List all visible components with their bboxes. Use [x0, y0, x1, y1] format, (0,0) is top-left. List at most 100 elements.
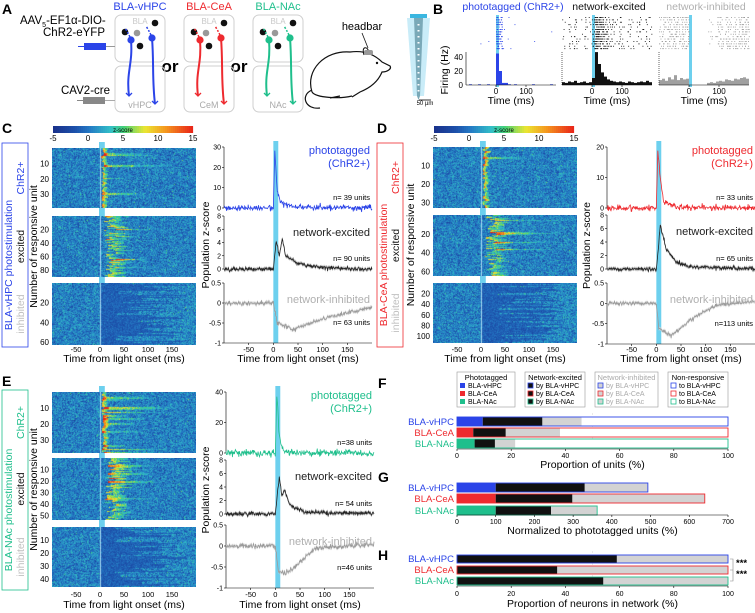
raster-spike	[608, 45, 609, 47]
raster-spike	[664, 17, 666, 18]
y-tick-label: 0	[219, 451, 223, 458]
unit-count-label: n= 54 units	[335, 499, 372, 508]
raster-spike	[607, 31, 608, 33]
dendrite	[124, 27, 131, 38]
heatmap-y-tick-label: 20	[40, 420, 49, 429]
x-tick-label: 0	[590, 87, 595, 96]
raster-spike	[496, 29, 498, 30]
colorbar-segment	[478, 126, 481, 133]
population-trace-network-inhibited: -1 -0.5 0 0.5 network-inhibited n=113 units	[592, 281, 755, 349]
raster-spike	[501, 24, 503, 26]
heatmap-inhibited	[52, 527, 196, 587]
heatmap-y-tick-label: 80	[421, 321, 430, 330]
raster-spike	[500, 33, 502, 35]
raster-spike	[731, 43, 732, 45]
x-tick-label: 100	[699, 345, 712, 354]
raster-spike	[612, 24, 614, 26]
heatmap-x-tick-label: 0	[479, 345, 483, 354]
colorbar-segment	[486, 126, 489, 133]
raster-spike	[498, 36, 500, 38]
raster-spike	[669, 24, 671, 26]
raster-spike	[682, 19, 684, 21]
raster-spike	[742, 31, 744, 33]
raster-spike	[720, 26, 722, 28]
x-tick-label: 150	[724, 345, 737, 354]
raster-spike	[501, 43, 503, 45]
colorbar-segment	[117, 126, 120, 133]
raster-spike	[598, 38, 600, 40]
colorbar-segment	[522, 126, 525, 133]
bla-region-box	[114, 14, 166, 63]
raster-spike	[604, 26, 605, 28]
x-tick-label: 150	[343, 590, 356, 599]
y-tick-label: 20	[215, 420, 223, 427]
histogram-bar	[631, 82, 634, 85]
raster-spike	[733, 38, 735, 40]
raster-spike	[627, 31, 629, 33]
raster-spike	[745, 31, 747, 33]
raster-spike	[723, 43, 724, 45]
colorbar-segment	[450, 126, 453, 133]
heatmap-y-tick-label: 40	[40, 318, 49, 327]
raster-spike	[592, 38, 594, 40]
heatmap-x-axis-title: Time from light onset (ms)	[63, 599, 185, 611]
raster-spike	[593, 38, 595, 40]
raster-spike	[575, 26, 577, 28]
headbar-arrow	[361, 32, 369, 49]
headbar-icon	[364, 50, 373, 55]
colorbar-segment	[169, 126, 172, 133]
x-tick-label: 300	[567, 519, 579, 526]
raster-spike	[735, 31, 736, 33]
colorbar-tick-label: 10	[535, 134, 544, 143]
raster-spike	[603, 19, 605, 21]
colorbar-segment	[63, 126, 66, 133]
y-tick-label: 40	[215, 390, 223, 397]
raster-spike	[607, 33, 609, 35]
raster-spike	[615, 21, 616, 23]
raster-spike	[637, 26, 638, 28]
raster-spike	[606, 38, 608, 40]
raster-spike	[497, 36, 499, 38]
raster-spike	[673, 24, 675, 26]
raster-spike	[596, 48, 598, 50]
y-tick-label: -1	[598, 342, 604, 349]
raster-spike	[600, 26, 602, 28]
bar-segment-non-responsive	[515, 439, 728, 448]
colorbar-segment	[544, 126, 547, 133]
unit-count-label: n= 33 units	[716, 193, 753, 202]
raster-spike	[498, 48, 500, 50]
heatmap-tagged	[52, 148, 196, 208]
raster-spike	[619, 36, 621, 38]
raster-spike	[748, 36, 750, 38]
raster-spike	[534, 41, 536, 42]
raster-spike	[740, 43, 742, 45]
raster-spike	[687, 29, 689, 30]
raster-spike	[640, 38, 642, 40]
colorbar-segment	[125, 126, 128, 133]
raster-spike	[728, 31, 730, 33]
raster-spike	[609, 19, 611, 21]
heatmap-tagged	[52, 392, 196, 453]
recording-site	[417, 84, 420, 86]
raster-spike	[637, 36, 639, 38]
raster-spike	[727, 45, 728, 47]
raster-spike	[600, 29, 602, 30]
trace-title: (ChR2+)	[330, 403, 372, 415]
raster-spike	[668, 31, 670, 33]
raster-spike	[730, 29, 731, 30]
heatmap-x-tick-label: 150	[547, 345, 560, 354]
raster-spike	[737, 48, 739, 50]
raster-spike	[667, 45, 669, 47]
unit-count-label: n= 39 units	[333, 193, 370, 202]
raster-spike	[676, 17, 678, 18]
raster-spike	[646, 43, 648, 45]
raster-spike	[622, 38, 624, 40]
colorbar-segment	[157, 126, 160, 133]
bar-segment-network-excited	[482, 417, 543, 426]
raster-spike	[646, 31, 648, 33]
neuron-dot	[271, 29, 279, 37]
histogram-bar	[613, 81, 616, 85]
raster-spike	[597, 38, 599, 40]
raster-spike	[562, 19, 564, 21]
